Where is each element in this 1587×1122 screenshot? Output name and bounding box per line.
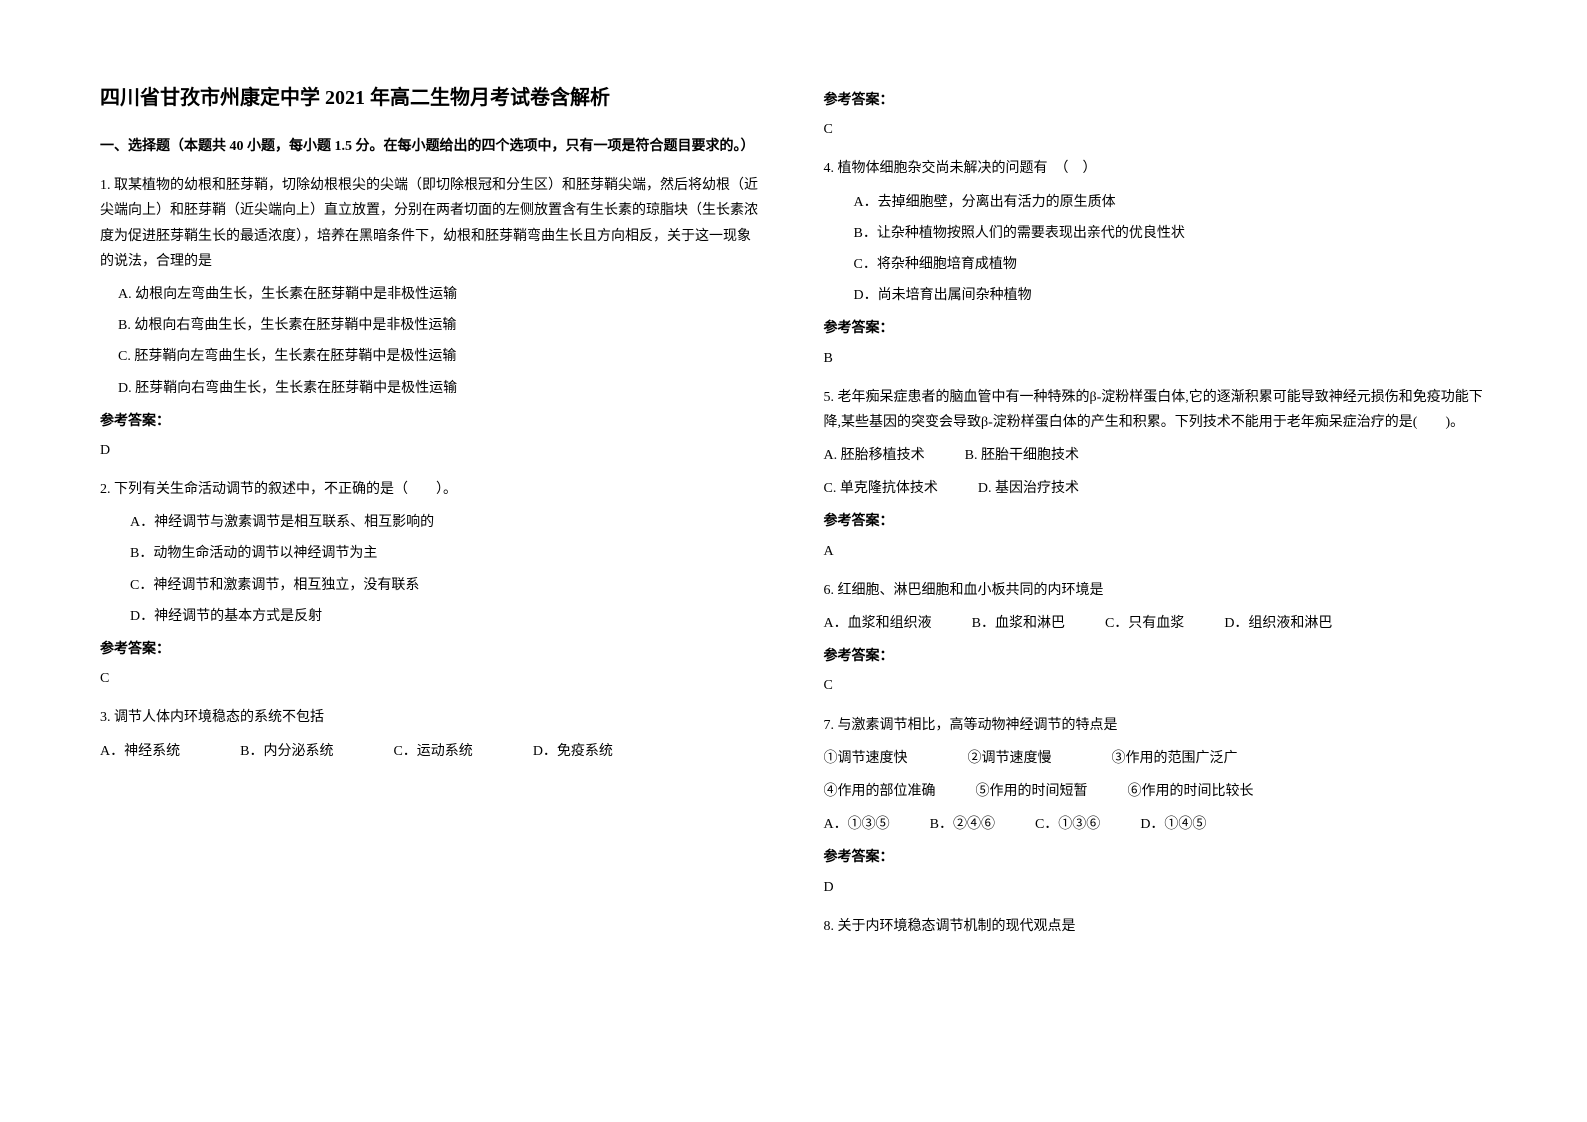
right-column: 参考答案： C 4. 植物体细胞杂交尚未解决的问题有 （ ） A．去掉细胞壁，分… [824, 80, 1488, 1042]
option-d: D．组织液和淋巴 [1224, 611, 1332, 636]
question-text: 5. 老年痴呆症患者的脑血管中有一种特殊的β-淀粉样蛋白体,它的逐渐积累可能导致… [824, 385, 1488, 435]
answer: C [100, 666, 764, 691]
answer: D [824, 875, 1488, 900]
cond-2: ②调节速度慢 [968, 746, 1052, 771]
question-text: 6. 红细胞、淋巴细胞和血小板共同的内环境是 [824, 578, 1488, 603]
question-2: 2. 下列有关生命活动调节的叙述中，不正确的是（ ）。 A．神经调节与激素调节是… [100, 477, 764, 691]
option-a: A. 胚胎移植技术 [824, 443, 925, 468]
question-text: 4. 植物体细胞杂交尚未解决的问题有 （ ） [824, 156, 1488, 181]
option-b: B．血浆和淋巴 [972, 611, 1065, 636]
options-row: A．血浆和组织液 B．血浆和淋巴 C．只有血浆 D．组织液和淋巴 [824, 611, 1488, 636]
answer-label: 参考答案： [100, 637, 764, 662]
section-header: 一、选择题（本题共 40 小题，每小题 1.5 分。在每小题给出的四个选项中，只… [100, 134, 764, 159]
left-column: 四川省甘孜市州康定中学 2021 年高二生物月考试卷含解析 一、选择题（本题共 … [100, 80, 764, 1042]
option-a: A．去掉细胞壁，分离出有活力的原生质体 [824, 190, 1488, 215]
options-row: A．①③⑤ B．②④⑥ C．①③⑥ D．①④⑤ [824, 812, 1488, 837]
question-7: 7. 与激素调节相比，高等动物神经调节的特点是 ①调节速度快 ②调节速度慢 ③作… [824, 713, 1488, 900]
option-b: B．动物生命活动的调节以神经调节为主 [100, 541, 764, 566]
answer: B [824, 346, 1488, 371]
option-d: D．神经调节的基本方式是反射 [100, 604, 764, 629]
question-text: 8. 关于内环境稳态调节机制的现代观点是 [824, 914, 1488, 939]
option-d: D．免疫系统 [533, 739, 613, 764]
question-8: 8. 关于内环境稳态调节机制的现代观点是 [824, 914, 1488, 939]
cond-1: ①调节速度快 [824, 746, 908, 771]
option-a: A．神经系统 [100, 739, 180, 764]
option-b: B．内分泌系统 [240, 739, 333, 764]
option-d: D. 基因治疗技术 [978, 476, 1079, 501]
option-a: A. 幼根向左弯曲生长，生长素在胚芽鞘中是非极性运输 [100, 282, 764, 307]
cond-6: ⑥作用的时间比较长 [1128, 779, 1254, 804]
question-text: 2. 下列有关生命活动调节的叙述中，不正确的是（ ）。 [100, 477, 764, 502]
option-c: C．①③⑥ [1035, 812, 1100, 837]
condition-row-1: ①调节速度快 ②调节速度慢 ③作用的范围广泛广 [824, 746, 1488, 771]
option-a: A．神经调节与激素调节是相互联系、相互影响的 [100, 510, 764, 535]
question-text: 1. 取某植物的幼根和胚芽鞘，切除幼根根尖的尖端（即切除根冠和分生区）和胚芽鞘尖… [100, 173, 764, 274]
option-c: C. 单克隆抗体技术 [824, 476, 938, 501]
answer-label: 参考答案： [824, 316, 1488, 341]
option-c: C．只有血浆 [1105, 611, 1184, 636]
options-row: A．神经系统 B．内分泌系统 C．运动系统 D．免疫系统 [100, 739, 764, 764]
question-3: 3. 调节人体内环境稳态的系统不包括 A．神经系统 B．内分泌系统 C．运动系统… [100, 705, 764, 763]
option-d: D．①④⑤ [1140, 812, 1206, 837]
option-b: B. 胚胎干细胞技术 [965, 443, 1079, 468]
exam-title: 四川省甘孜市州康定中学 2021 年高二生物月考试卷含解析 [100, 80, 764, 116]
option-d: D. 胚芽鞘向右弯曲生长，生长素在胚芽鞘中是极性运输 [100, 376, 764, 401]
options-row-1: A. 胚胎移植技术 B. 胚胎干细胞技术 [824, 443, 1488, 468]
option-d: D．尚未培育出属间杂种植物 [824, 283, 1488, 308]
question-1: 1. 取某植物的幼根和胚芽鞘，切除幼根根尖的尖端（即切除根冠和分生区）和胚芽鞘尖… [100, 173, 764, 463]
question-4: 4. 植物体细胞杂交尚未解决的问题有 （ ） A．去掉细胞壁，分离出有活力的原生… [824, 156, 1488, 370]
answer-label: 参考答案： [100, 409, 764, 434]
question-text: 3. 调节人体内环境稳态的系统不包括 [100, 705, 764, 730]
option-b: B. 幼根向右弯曲生长，生长素在胚芽鞘中是非极性运输 [100, 313, 764, 338]
answer: D [100, 438, 764, 463]
option-a: A．①③⑤ [824, 812, 890, 837]
question-text: 7. 与激素调节相比，高等动物神经调节的特点是 [824, 713, 1488, 738]
answer-label: 参考答案： [824, 845, 1488, 870]
cond-5: ⑤作用的时间短暂 [976, 779, 1088, 804]
answer: C [824, 117, 1488, 142]
answer-label: 参考答案： [824, 644, 1488, 669]
option-b: B．②④⑥ [930, 812, 995, 837]
option-c: C. 胚芽鞘向左弯曲生长，生长素在胚芽鞘中是极性运输 [100, 344, 764, 369]
option-c: C．将杂种细胞培育成植物 [824, 252, 1488, 277]
options-row-2: C. 单克隆抗体技术 D. 基因治疗技术 [824, 476, 1488, 501]
option-a: A．血浆和组织液 [824, 611, 932, 636]
cond-4: ④作用的部位准确 [824, 779, 936, 804]
answer: C [824, 673, 1488, 698]
answer: A [824, 539, 1488, 564]
question-6: 6. 红细胞、淋巴细胞和血小板共同的内环境是 A．血浆和组织液 B．血浆和淋巴 … [824, 578, 1488, 699]
option-b: B．让杂种植物按照人们的需要表现出亲代的优良性状 [824, 221, 1488, 246]
answer-label: 参考答案： [824, 88, 1488, 113]
option-c: C．神经调节和激素调节，相互独立，没有联系 [100, 573, 764, 598]
condition-row-2: ④作用的部位准确 ⑤作用的时间短暂 ⑥作用的时间比较长 [824, 779, 1488, 804]
option-c: C．运动系统 [393, 739, 472, 764]
cond-3: ③作用的范围广泛广 [1112, 746, 1238, 771]
answer-label: 参考答案： [824, 509, 1488, 534]
question-5: 5. 老年痴呆症患者的脑血管中有一种特殊的β-淀粉样蛋白体,它的逐渐积累可能导致… [824, 385, 1488, 564]
